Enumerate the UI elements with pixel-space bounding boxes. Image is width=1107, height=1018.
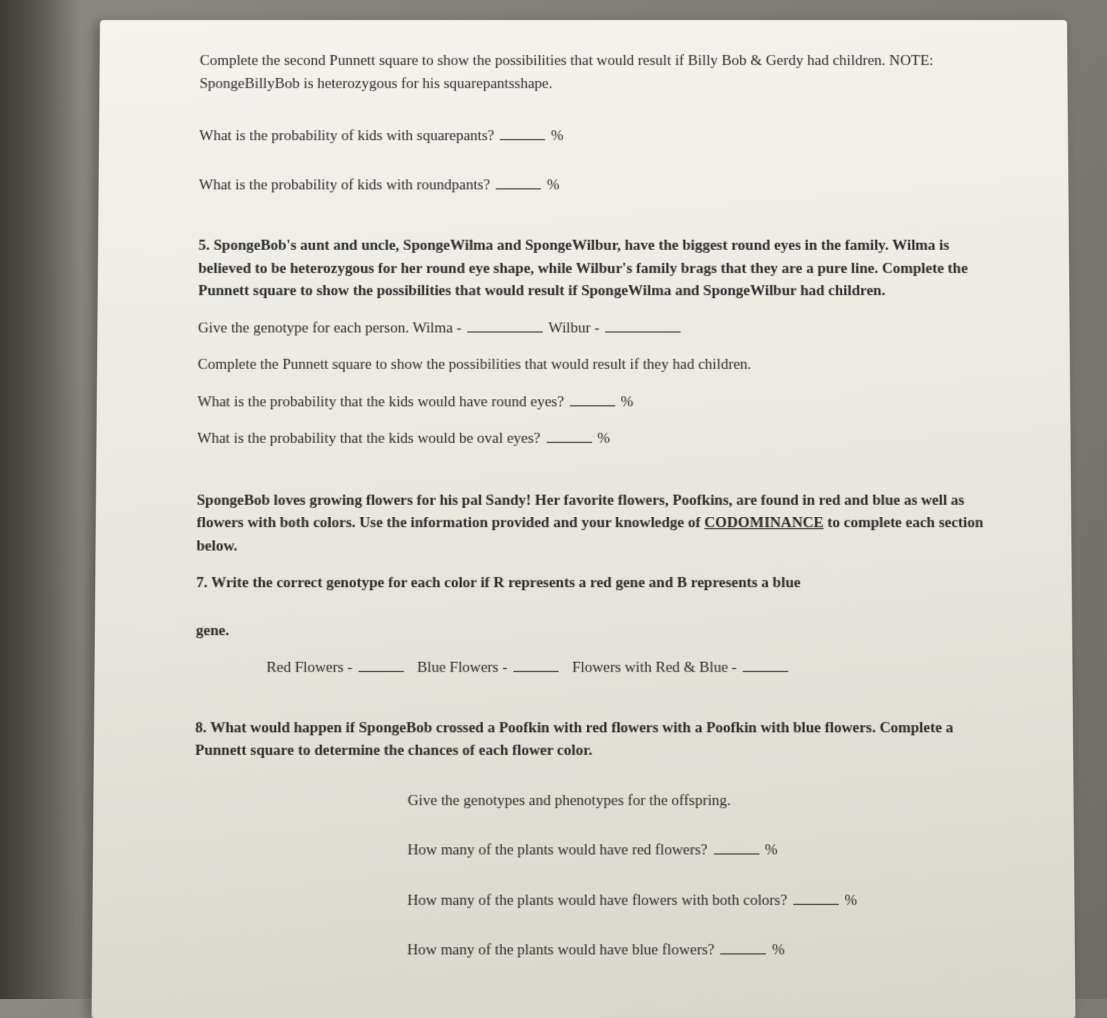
- red-flowers-q-blank[interactable]: [713, 840, 759, 854]
- complete-punnett-text: Complete the Punnett square to show the …: [198, 357, 752, 373]
- roundpants-suffix: %: [547, 177, 560, 193]
- intro-paragraph: Complete the second Punnett square to sh…: [199, 50, 997, 95]
- codominance-underlined: CODOMINANCE: [704, 515, 823, 531]
- roundeyes-suffix: %: [621, 394, 634, 410]
- roundpants-label: What is the probability of kids with rou…: [199, 177, 490, 193]
- question-5: 5. SpongeBob's aunt and uncle, SpongeWil…: [198, 235, 999, 303]
- ovaleyes-question: What is the probability that the kids wo…: [197, 428, 1000, 451]
- gene-label-line: gene.: [196, 619, 1002, 642]
- blue-flowers-label: Blue Flowers -: [417, 660, 507, 676]
- codominance-intro: SpongeBob loves growing flowers for his …: [196, 489, 1000, 558]
- question-8: 8. What would happen if SpongeBob crosse…: [195, 716, 1002, 762]
- genotype-line: Give the genotype for each person. Wilma…: [198, 317, 999, 340]
- both-flowers-q-label: How many of the plants would have flower…: [407, 892, 787, 908]
- red-flowers-label: Red Flowers -: [266, 660, 352, 676]
- both-flowers-q-blank[interactable]: [793, 890, 839, 904]
- both-flowers-question: How many of the plants would have flower…: [407, 889, 1003, 912]
- blue-flowers-q-suffix: %: [772, 942, 785, 959]
- q7-text: 7. Write the correct genotype for each c…: [196, 575, 800, 591]
- squarepants-label: What is the probability of kids with squ…: [199, 128, 494, 144]
- red-flowers-q-suffix: %: [765, 842, 778, 858]
- blue-flowers-blank[interactable]: [513, 658, 559, 672]
- roundeyes-question: What is the probability that the kids wo…: [197, 391, 999, 414]
- red-flowers-blank[interactable]: [358, 658, 404, 672]
- question-7: 7. Write the correct genotype for each c…: [196, 572, 1001, 595]
- both-flowers-label: Flowers with Red & Blue -: [572, 660, 737, 676]
- gene-label: gene.: [196, 622, 229, 638]
- wilma-blank[interactable]: [467, 318, 542, 332]
- ovaleyes-label: What is the probability that the kids wo…: [197, 431, 540, 447]
- flower-genotypes: Red Flowers - Blue Flowers - Flowers wit…: [266, 657, 1001, 680]
- blue-flowers-q-label: How many of the plants would have blue f…: [407, 942, 714, 959]
- complete-punnett-line: Complete the Punnett square to show the …: [198, 354, 1000, 377]
- intro-text: Complete the second Punnett square to sh…: [200, 53, 934, 92]
- squarepants-suffix: %: [551, 128, 564, 144]
- blue-flowers-q-blank[interactable]: [720, 940, 766, 954]
- red-flowers-q-label: How many of the plants would have red fl…: [407, 842, 707, 858]
- worksheet-paper: Complete the second Punnett square to sh…: [92, 20, 1076, 1018]
- squarepants-question: What is the probability of kids with squ…: [199, 125, 998, 148]
- roundeyes-blank[interactable]: [570, 392, 615, 406]
- roundpants-question: What is the probability of kids with rou…: [199, 174, 998, 197]
- roundpants-blank[interactable]: [496, 175, 541, 189]
- roundeyes-label: What is the probability that the kids wo…: [197, 394, 564, 410]
- squarepants-blank[interactable]: [500, 126, 545, 140]
- offspring-line: Give the genotypes and phenotypes for th…: [408, 789, 1003, 812]
- red-flowers-question: How many of the plants would have red fl…: [407, 839, 1003, 862]
- both-flowers-blank[interactable]: [743, 658, 789, 672]
- genotype-wilma-label: Give the genotype for each person. Wilma…: [198, 320, 462, 336]
- q5-text: 5. SpongeBob's aunt and uncle, SpongeWil…: [198, 238, 968, 299]
- ovaleyes-blank[interactable]: [546, 429, 591, 443]
- page-shadow-edge: [0, 0, 80, 999]
- genotype-wilbur-label: Wilbur -: [548, 320, 599, 336]
- wilbur-blank[interactable]: [605, 318, 680, 332]
- q8-text: 8. What would happen if SpongeBob crosse…: [195, 720, 953, 759]
- both-flowers-q-suffix: %: [845, 892, 858, 908]
- offspring-text: Give the genotypes and phenotypes for th…: [408, 792, 731, 808]
- blue-flowers-question: How many of the plants would have blue f…: [407, 939, 1004, 962]
- ovaleyes-suffix: %: [597, 431, 610, 447]
